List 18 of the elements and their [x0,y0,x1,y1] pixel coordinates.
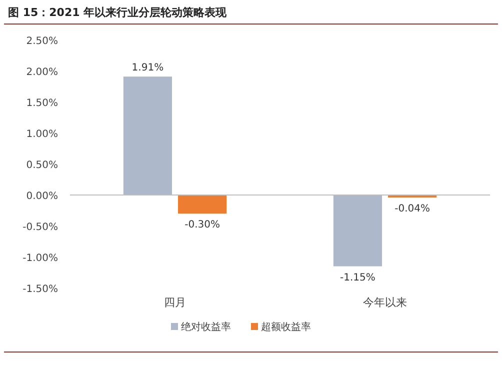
data-label: -0.30% [184,220,220,231]
y-tick-label: -1.00% [22,253,58,264]
y-tick-label: 0.00% [26,191,58,202]
y-tick-label: -1.50% [22,284,58,295]
data-label: -1.15% [340,272,376,284]
y-tick-label: 2.50% [26,36,58,47]
y-tick-label: 2.00% [26,67,58,78]
y-tick-label: 1.50% [26,98,58,109]
y-tick-label: 1.00% [26,129,58,140]
x-tick-label: 今年以来 [363,296,407,309]
data-label: -0.04% [394,203,430,214]
legend-label: 绝对收益率 [181,321,231,333]
data-label: 1.91% [132,62,164,74]
y-tick-label: 0.50% [26,160,58,171]
legend-label: 超额收益率 [261,321,311,333]
chart-title: 图 15：2021 年以来行业分层轮动策略表现 [8,6,228,19]
x-tick-label: 四月 [164,296,186,309]
y-tick-label: -0.50% [22,222,58,233]
